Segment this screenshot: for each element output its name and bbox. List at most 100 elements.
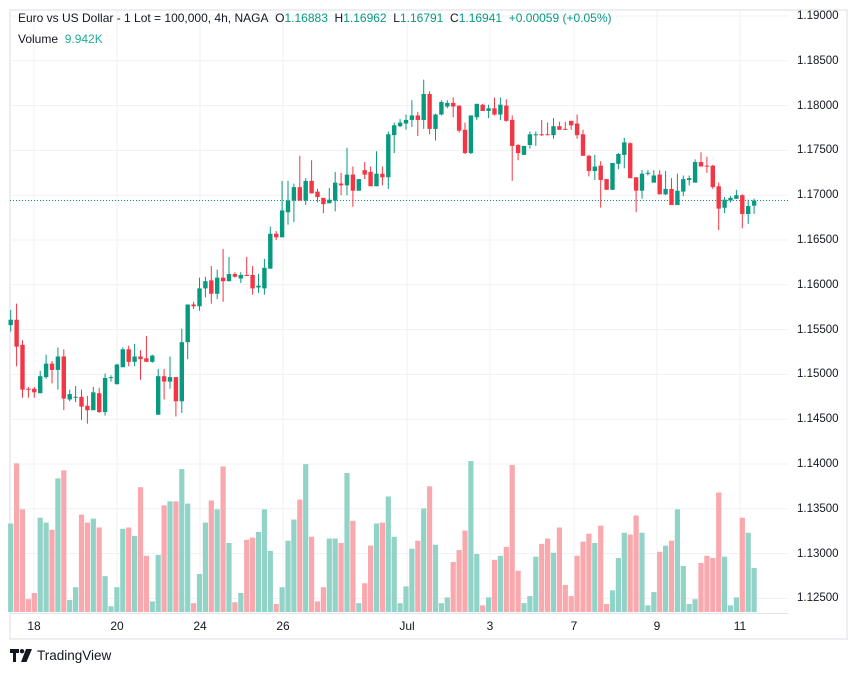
volume-bar <box>132 535 138 612</box>
candle <box>716 182 721 231</box>
candle <box>740 194 745 229</box>
candle <box>108 375 114 382</box>
candle <box>244 257 249 276</box>
candle-body <box>445 102 450 107</box>
tradingview-logo[interactable]: TradingView <box>10 648 111 663</box>
candle-body <box>20 344 25 390</box>
volume-bar <box>96 527 102 612</box>
candle <box>734 189 739 199</box>
volume-bar <box>486 597 492 612</box>
candle-body <box>191 304 196 307</box>
candle-body <box>274 233 279 238</box>
candle-body <box>8 319 13 326</box>
candle-body <box>197 288 202 307</box>
candle <box>150 354 155 363</box>
candle-body <box>150 355 155 362</box>
volume-bar <box>474 554 480 612</box>
candle <box>551 118 556 139</box>
candle <box>73 386 78 403</box>
volume-bar <box>78 514 85 612</box>
candle-body <box>728 197 733 201</box>
candle-body <box>427 93 432 129</box>
volume-bar <box>480 605 486 612</box>
candle <box>751 198 757 214</box>
candle-body <box>628 143 633 179</box>
volume-bar <box>468 461 474 612</box>
candle-body <box>687 178 692 180</box>
candle-body <box>510 119 515 146</box>
time-tick-label: 18 <box>27 619 41 633</box>
volume-bar <box>214 509 220 612</box>
volume-bar <box>409 548 415 612</box>
volume-bar <box>456 550 462 612</box>
volume-bar <box>397 603 403 612</box>
volume-bar <box>739 517 745 612</box>
candle-body <box>474 103 479 118</box>
time-tick-label: 26 <box>276 619 290 633</box>
close-label: C <box>450 11 459 25</box>
volume-bar <box>462 530 468 612</box>
candle-body <box>374 173 379 187</box>
candle <box>492 97 497 116</box>
candle <box>126 345 131 367</box>
candle <box>545 122 550 136</box>
volume-bar <box>208 500 214 612</box>
candle-body <box>557 126 562 130</box>
candle <box>220 248 226 302</box>
candle <box>504 99 509 122</box>
candle <box>8 309 13 332</box>
candle <box>462 122 468 154</box>
candle-body <box>734 195 739 199</box>
candle-body <box>415 115 420 120</box>
candle-body <box>185 304 190 343</box>
candle-body <box>386 134 391 178</box>
candle-body <box>569 120 574 126</box>
volume-bar <box>421 508 427 612</box>
volume-label[interactable]: Volume <box>18 32 59 46</box>
candle-body <box>521 145 527 155</box>
candle-body <box>746 205 751 215</box>
candle-body <box>604 179 609 190</box>
candle <box>203 276 208 298</box>
candle-body <box>710 165 715 188</box>
candle-body <box>403 119 409 124</box>
time-tick-label: 9 <box>653 619 661 633</box>
candle-body <box>14 319 19 347</box>
symbol-title[interactable]: Euro vs US Dollar - 1 Lot = 100,000, 4h,… <box>18 11 269 25</box>
candle-body <box>551 126 556 136</box>
volume-bar <box>344 473 350 612</box>
candle <box>439 100 444 116</box>
volume-bar <box>539 543 545 612</box>
volume-bar <box>161 505 167 612</box>
low-value: 1.16791 <box>399 11 444 25</box>
candle-body <box>492 108 497 115</box>
candle-body <box>102 377 108 413</box>
candle-body <box>138 356 143 360</box>
volume-bar <box>314 601 321 612</box>
candle-body <box>144 358 149 362</box>
candle <box>557 121 562 130</box>
volume-bar <box>385 496 391 612</box>
candle-body <box>49 363 55 370</box>
volume-bar <box>615 558 621 612</box>
candle <box>14 303 19 367</box>
price-tick-label: 1.16500 <box>797 234 839 246</box>
volume-bar <box>356 603 362 612</box>
candle-body <box>120 349 125 368</box>
candle <box>268 226 273 269</box>
candle <box>486 104 491 119</box>
price-tick-label: 1.18000 <box>797 99 839 112</box>
volume-bar <box>556 527 562 612</box>
low-label: L <box>393 11 400 25</box>
candle <box>392 122 397 154</box>
volume-bar <box>320 587 326 612</box>
candle <box>710 164 715 189</box>
volume-bar <box>598 525 604 612</box>
volume-bar <box>668 540 675 612</box>
price-tick-label: 1.12500 <box>797 592 839 605</box>
volume-bar <box>651 592 657 612</box>
candle <box>456 105 462 133</box>
candle <box>138 350 143 380</box>
volume-bar <box>403 586 409 612</box>
